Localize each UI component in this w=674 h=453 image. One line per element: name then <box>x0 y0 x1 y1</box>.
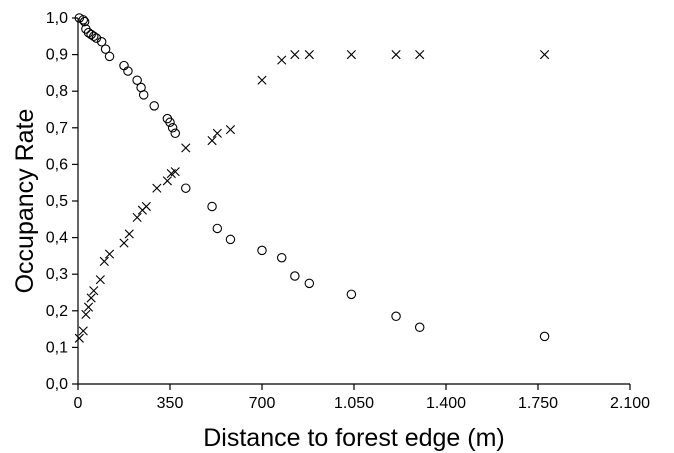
circle-marker <box>212 223 223 234</box>
x-tick-label: 2.100 <box>610 395 650 412</box>
y-tick-label: 0,3 <box>46 266 68 283</box>
x-tick-label: 1.400 <box>426 395 466 412</box>
cross-marker <box>170 167 180 177</box>
y-tick-label: 1,0 <box>46 10 68 27</box>
circle-marker <box>257 245 267 256</box>
circle-marker <box>304 278 315 289</box>
circle-marker <box>539 331 550 342</box>
cross-marker <box>181 143 191 153</box>
cross-marker <box>152 183 162 193</box>
circle-marker <box>207 201 217 212</box>
circle-marker <box>138 90 149 100</box>
circle-marker <box>132 75 142 85</box>
cross-marker <box>539 50 550 60</box>
y-tick-label: 0,4 <box>46 230 68 247</box>
cross-marker <box>257 75 267 85</box>
circle-marker <box>149 101 159 111</box>
cross-marker <box>119 238 129 248</box>
plot-markers <box>74 13 550 343</box>
cross-marker <box>290 50 300 60</box>
x-tick-label: 1.750 <box>518 395 558 412</box>
y-tick-label: 0,0 <box>46 376 68 393</box>
cross-marker <box>95 275 105 285</box>
cross-marker <box>141 201 151 212</box>
circle-marker <box>78 15 89 25</box>
cross-marker <box>162 176 172 186</box>
cross-marker <box>132 212 142 223</box>
circle-marker <box>104 51 115 62</box>
x-tick-label: 700 <box>249 395 276 412</box>
cross-marker <box>89 286 99 296</box>
x-tick-label: 0 <box>74 395 83 412</box>
circle-marker <box>165 117 175 128</box>
circle-marker <box>123 66 133 76</box>
cross-marker <box>104 249 115 259</box>
cross-marker <box>99 256 109 266</box>
x-tick-label: 1.050 <box>334 395 374 412</box>
y-tick-label: 0,9 <box>46 47 68 64</box>
circle-marker <box>290 271 300 281</box>
circle-marker <box>346 289 357 300</box>
cross-marker <box>74 333 84 343</box>
cross-marker <box>212 128 222 138</box>
cross-marker <box>415 50 425 60</box>
y-tick-label: 0,2 <box>46 303 68 320</box>
circle-marker <box>89 31 99 42</box>
circle-marker <box>181 183 191 193</box>
cross-marker <box>124 229 134 239</box>
cross-marker <box>78 326 88 336</box>
circle-marker <box>391 311 401 322</box>
x-tick-label: 350 <box>157 395 184 412</box>
circle-marker <box>96 37 107 47</box>
y-tick-label: 0,5 <box>46 193 68 210</box>
cross-marker <box>346 50 356 60</box>
circle-marker <box>79 16 90 27</box>
cross-marker <box>83 302 94 312</box>
circle-marker <box>167 123 178 133</box>
circle-marker <box>414 322 425 333</box>
cross-marker <box>304 50 314 60</box>
circle-marker <box>225 234 236 245</box>
cross-marker <box>225 125 236 135</box>
y-tick-label: 0,1 <box>46 339 68 356</box>
cross-marker <box>277 55 287 65</box>
cross-marker <box>391 50 401 60</box>
y-axis-title: Occupancy Rate <box>11 109 39 294</box>
circle-marker <box>170 128 181 139</box>
y-tick-label: 0,7 <box>46 120 68 137</box>
y-tick-label: 0,8 <box>46 83 68 100</box>
cross-marker <box>81 309 91 320</box>
circle-marker <box>100 44 111 54</box>
cross-marker <box>86 293 96 303</box>
circle-marker <box>276 252 287 263</box>
axes: 0,0 0,1 0,2 0,3 0,4 0,5 0,6 0,7 0,8 0,9 1,0 0 350 700… <box>46 10 650 412</box>
cross-marker <box>207 136 217 146</box>
x-axis-title: Distance to forest edge (m) <box>203 424 505 452</box>
y-tick-label: 0,6 <box>46 156 68 173</box>
